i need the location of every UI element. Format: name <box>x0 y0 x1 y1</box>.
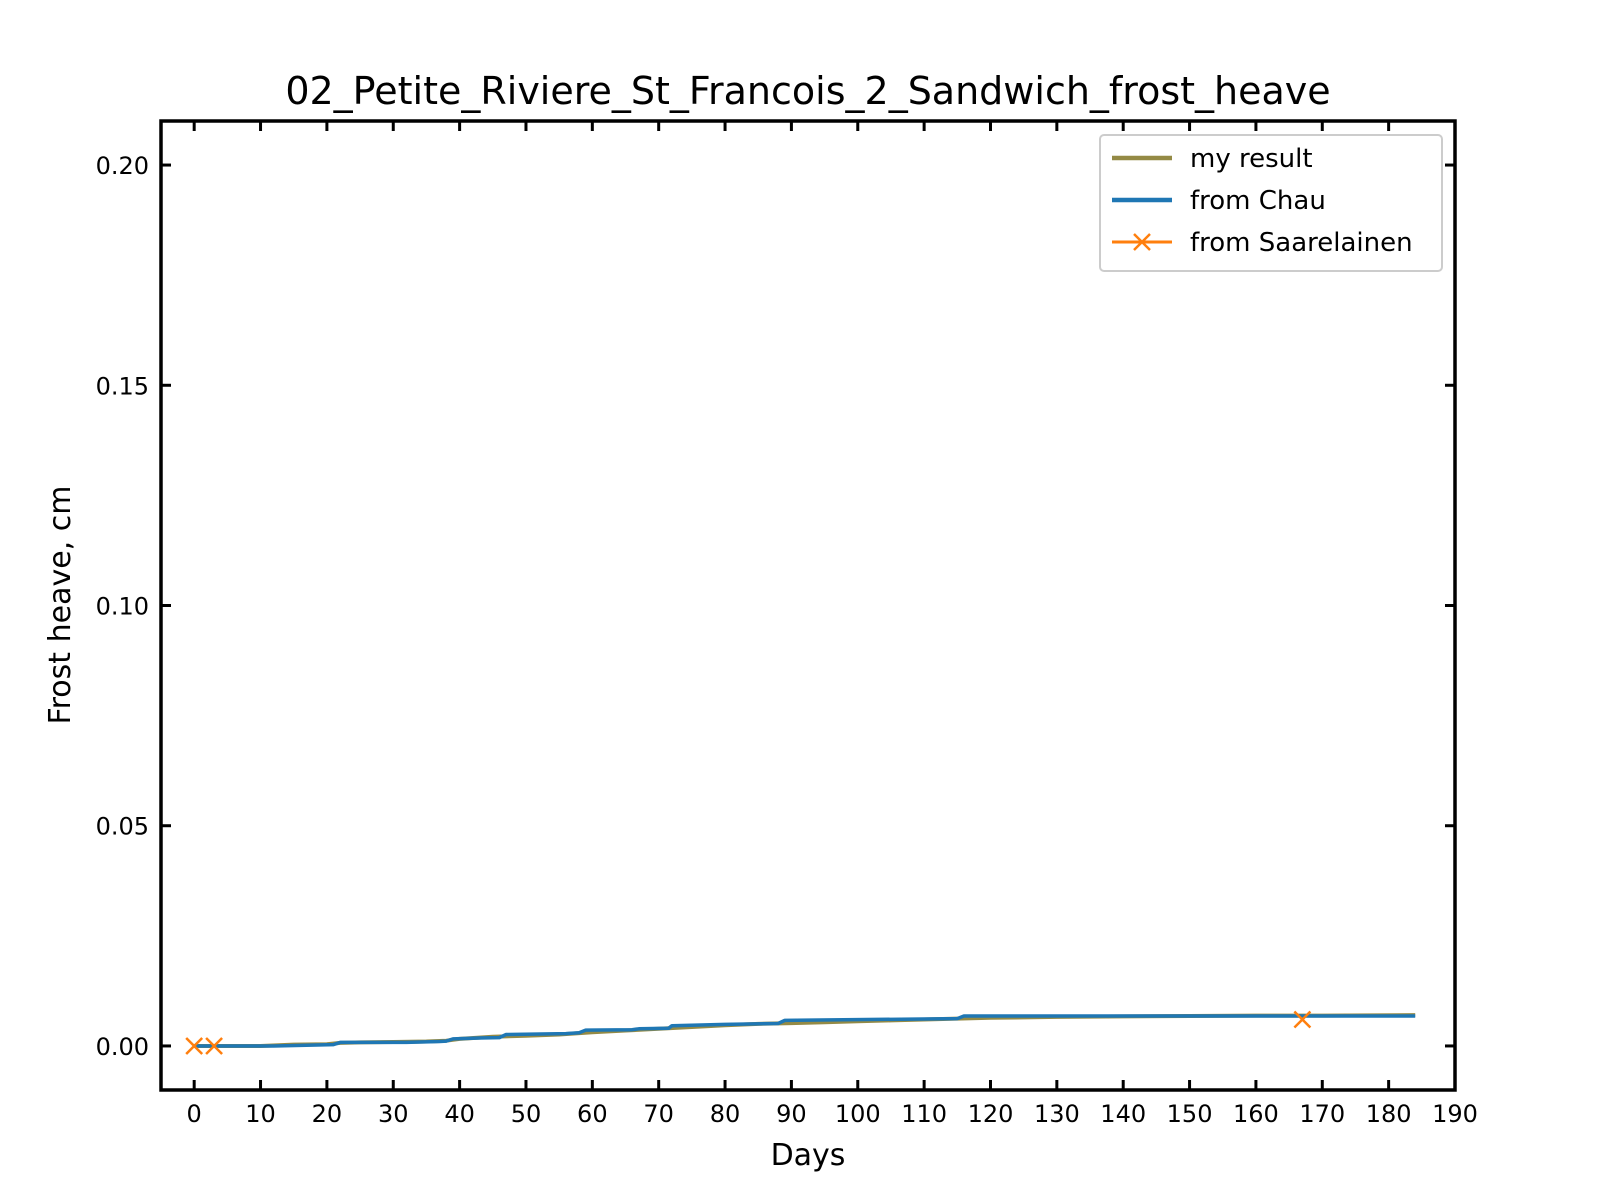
saarelainen-point <box>205 1037 223 1055</box>
legend-my-result: my result <box>1112 144 1313 174</box>
saarelainen-point <box>185 1037 204 1055</box>
x-axis-label: Days <box>771 1138 846 1173</box>
x-tick-label: 150 <box>1167 1100 1213 1128</box>
x-tick-label: 160 <box>1233 1100 1279 1128</box>
x-tick-label: 190 <box>1432 1100 1478 1128</box>
x-marker-stroke <box>1133 233 1151 251</box>
x-marker-stroke <box>205 1037 223 1055</box>
chau-line <box>194 1014 1416 1048</box>
x-tick-label: 50 <box>511 1100 542 1128</box>
x-tick-label: 120 <box>968 1100 1014 1128</box>
x-tick-label: 20 <box>312 1100 343 1128</box>
x-marker-stroke <box>185 1037 204 1055</box>
legend-box <box>1099 134 1443 272</box>
x-tick-label: 30 <box>378 1100 409 1128</box>
x-tick-label: 170 <box>1299 1100 1345 1128</box>
y-tick-label: 0.15 <box>96 372 149 400</box>
x-marker-stroke <box>1293 1010 1312 1029</box>
y-tick-label: 0.05 <box>96 813 149 841</box>
legend-saarelainen: from Saarelainen <box>1112 228 1413 258</box>
chart-title: 02_Petite_Riviere_St_Francois_2_Sandwich… <box>285 69 1330 113</box>
y-axis-label: Frost heave, cm <box>43 486 78 725</box>
axes: 0 10 20 30 40 50 60 70 80 90 100 110 120 130 140 150 160… <box>96 121 1478 1128</box>
x-tick-label: 60 <box>577 1100 608 1128</box>
saarelainen-point <box>1293 1010 1312 1029</box>
x-tick-label: 40 <box>444 1100 475 1128</box>
legend-label: my result <box>1190 144 1313 174</box>
y-tick-label: 0.10 <box>96 593 149 621</box>
x-tick-label: 90 <box>776 1100 807 1128</box>
x-tick-label: 70 <box>643 1100 674 1128</box>
x-tick-label: 110 <box>901 1100 947 1128</box>
x-tick-label: 130 <box>1034 1100 1080 1128</box>
y-tick-label: 0.20 <box>96 152 149 180</box>
legend: my result from Chau from Saarelainen <box>1099 134 1443 272</box>
x-tick-label: 0 <box>187 1100 202 1128</box>
legend-label: from Saarelainen <box>1190 228 1413 258</box>
legend-label: from Chau <box>1190 186 1326 216</box>
x-tick-label: 180 <box>1366 1100 1412 1128</box>
y-tick-label: 0.00 <box>96 1033 149 1061</box>
x-tick-label: 140 <box>1100 1100 1146 1128</box>
x-tick-label: 10 <box>245 1100 276 1128</box>
x-tick-label: 100 <box>835 1100 881 1128</box>
legend-x-marker <box>1133 233 1151 251</box>
plot-area <box>185 1010 1416 1055</box>
legend-chau: from Chau <box>1112 186 1326 216</box>
x-tick-label: 80 <box>710 1100 741 1128</box>
